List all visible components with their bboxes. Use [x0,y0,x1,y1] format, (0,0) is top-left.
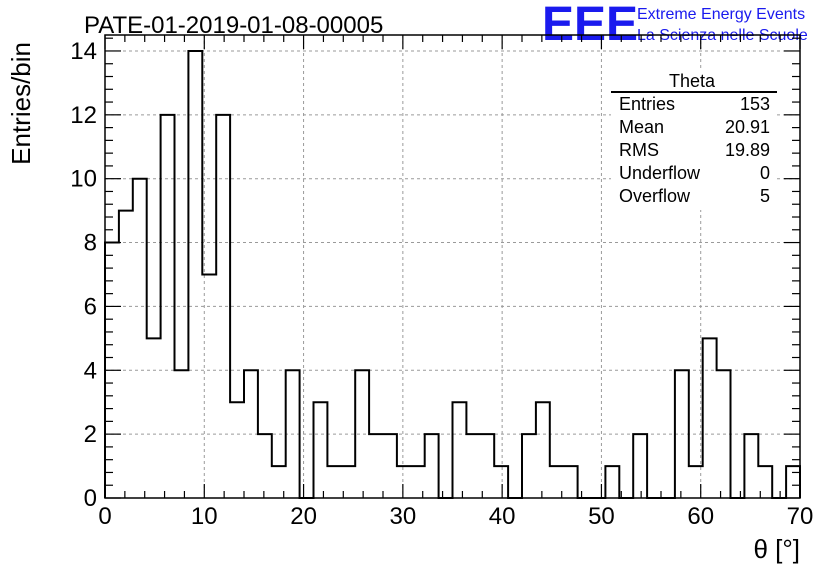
y-tick-label: 12 [70,102,97,129]
histogram-bin [119,211,133,498]
histogram-bin [453,402,467,498]
histogram-bin [133,179,147,498]
stats-row-value: 5 [760,186,770,206]
histogram-bin [522,434,536,498]
x-axis-label: θ [°] [753,534,800,564]
histogram-bin [175,370,189,498]
histogram-bin [425,434,439,498]
histogram-bin [564,466,578,498]
logo-mark: EEE [542,0,638,51]
stats-row-label: Underflow [619,163,701,183]
stats-row-label: Overflow [619,186,691,206]
stats-rows: Entries 153 Mean 20.91 RMS 19.89 Underflow 0 Ove… [619,94,770,206]
y-axis-label: Entries/bin [6,42,36,165]
logo-line-1: Extreme Energy Events [637,6,805,23]
histogram-bin [258,434,272,498]
histogram-bin [147,338,161,498]
stats-row-value: 153 [740,94,770,114]
histogram-bin [744,434,758,498]
stats-box-background [611,70,777,210]
y-tick-label: 14 [70,38,97,65]
stats-box: Theta Entries 153 Mean 20.91 RMS 19.89 Underfl… [611,70,777,210]
histogram-bin [466,434,480,498]
y-tick-label: 0 [84,485,97,512]
histogram-bin [536,402,550,498]
histogram-bin [494,466,508,498]
stats-row-value: 20.91 [725,117,770,137]
histogram-bin [369,434,383,498]
histogram-bin [216,115,230,498]
x-tick-label: 60 [687,503,714,530]
histogram-bin [383,434,397,498]
stats-row-value: 19.89 [725,140,770,160]
stats-title: Theta [669,71,716,91]
x-tick-label: 70 [787,503,814,530]
histogram-bin [397,466,411,498]
histogram-bin [480,434,494,498]
stats-row-value: 0 [760,163,770,183]
y-tick-label: 2 [84,421,97,448]
stats-row-label: RMS [619,140,659,160]
x-tick-label: 30 [390,503,417,530]
eee-logo: EEE Extreme Energy Events La Scienza nel… [542,0,808,51]
histogram-bin [230,402,244,498]
plot-frame [104,34,801,499]
stats-row-label: Entries [619,94,675,114]
histogram-bin [327,466,341,498]
x-tick-label: 20 [290,503,317,530]
x-tick-label: 0 [98,503,111,530]
y-tick-label: 4 [84,357,97,384]
y-tick-label: 8 [84,230,97,257]
stats-row-label: Mean [619,117,664,137]
histogram-bin [786,466,800,498]
histogram-bin [633,434,647,498]
y-tick-label: 6 [84,293,97,320]
histogram-bin [703,338,717,498]
histogram-bin [605,466,619,498]
y-tick-label: 10 [70,166,97,193]
x-tick-label: 10 [191,503,218,530]
histogram-bin [314,402,328,498]
x-tick-label: 40 [489,503,516,530]
x-tick-label: 50 [588,503,615,530]
histogram-bin [202,274,216,498]
histogram-bin [188,51,202,498]
